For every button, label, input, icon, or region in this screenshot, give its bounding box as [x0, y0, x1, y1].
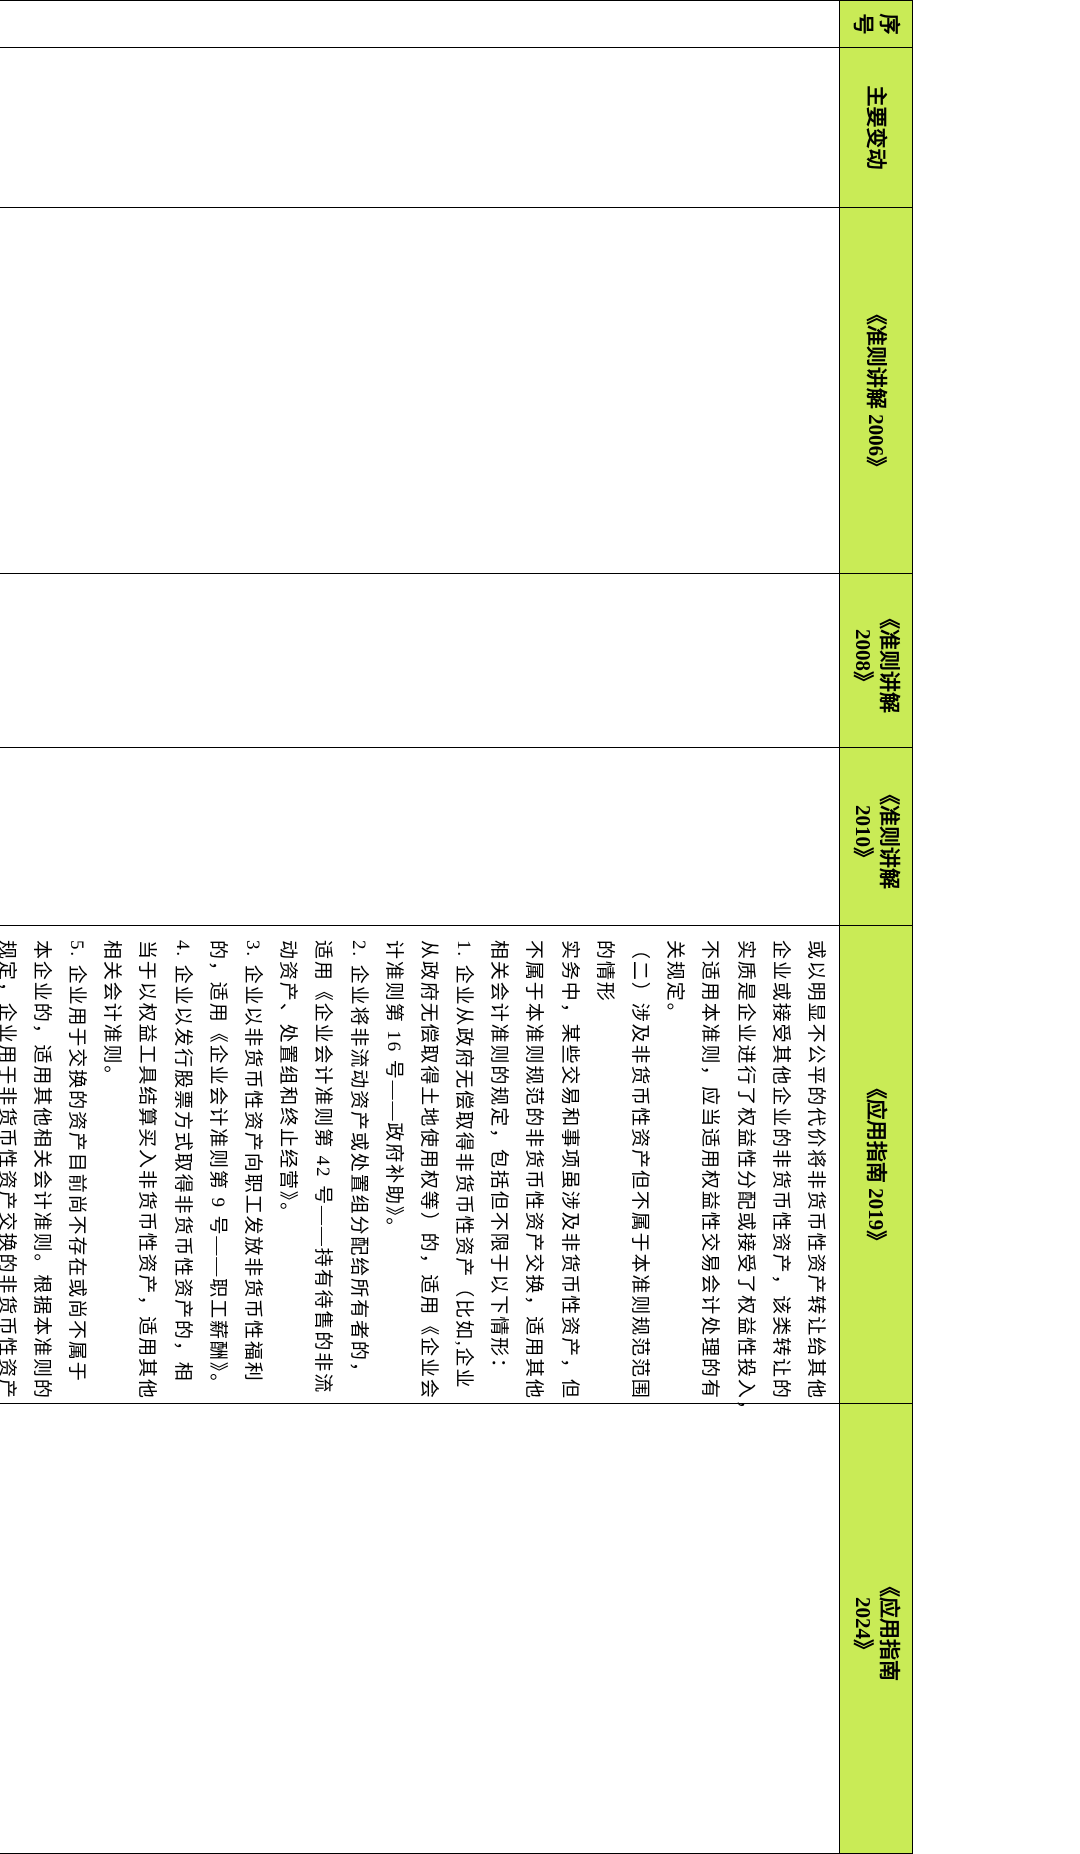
- header-seq: 序号: [839, 0, 913, 48]
- header-row: 序号 主要变动 《准则讲解 2006》 《准则讲解 2008》 《准则讲解 2010…: [839, 0, 913, 1854]
- header-2006: 《准则讲解 2006》: [839, 207, 913, 574]
- cell-2006: [0, 207, 840, 574]
- cell-2024: [0, 1403, 840, 1854]
- rotated-page: 序号 主要变动 《准则讲解 2006》 《准则讲解 2008》 《准则讲解 2010…: [0, 0, 913, 1854]
- text-line: 或以明显不公平的代价将非货币性资产转让给其他: [805, 940, 826, 1400]
- header-2019: 《应用指南 2019》: [839, 925, 913, 1404]
- text-line: 计准则第 16 号——政府补助》。: [382, 940, 404, 1239]
- header-2008: 《准则讲解 2008》: [839, 573, 913, 748]
- header-2024-line: 《应用指南: [877, 1576, 901, 1681]
- text-line: 本企业的，适用其他相关会计准则。根据本准则的: [30, 940, 52, 1400]
- cell-2008: [0, 573, 840, 748]
- header-seq-line: 号: [851, 13, 875, 35]
- text-line: 4. 企业以发行股票方式取得非货币性资产的，相: [171, 940, 193, 1383]
- cell-2019: 或以明显不公平的代价将非货币性资产转让给其他 企业或接受其他企业的非货币性资产，该…: [0, 925, 840, 1421]
- text-line: 1. 企业从政府无偿取得非货币性资产（比如,企业: [453, 940, 475, 1390]
- text-line: 关规定。: [664, 940, 686, 1024]
- table-row: 或以明显不公平的代价将非货币性资产转让给其他 企业或接受其他企业的非货币性资产，该…: [0, 0, 840, 1854]
- text-line: 相关会计准则。: [101, 940, 123, 1087]
- cell-seq: [0, 0, 840, 48]
- text-line: （二）涉及非货币性资产但不属于本准则规范范围: [629, 940, 651, 1400]
- text-line: 3. 企业以非货币性资产向职工发放非货币性福利: [242, 940, 263, 1383]
- text-line: 的，适用《企业会计准则第 9 号——职工薪酬》。: [206, 940, 228, 1395]
- text-line: 的情形: [593, 940, 615, 1003]
- text-line: 相关会计准则的规定，包括但不限于以下情形：: [488, 940, 510, 1379]
- header-2008-line: 《准则讲解: [877, 608, 901, 713]
- cell-main-changes: [0, 47, 840, 208]
- header-2010-line: 《准则讲解: [877, 784, 901, 889]
- text-line: 规定，企业用于非货币性资产交换的非货币性资产: [0, 940, 17, 1400]
- text-line: 不适用本准则，应当适用权益性交易会计处理的有: [699, 940, 721, 1400]
- text-line: 不属于本准则规范的非货币性资产交换，适用其他: [523, 940, 545, 1400]
- text-line: 5. 企业用于交换的资产目前尚不存在或尚不属于: [66, 940, 88, 1383]
- header-seq-line: 序: [877, 13, 901, 35]
- comparison-table: 序号 主要变动 《准则讲解 2006》 《准则讲解 2008》 《准则讲解 2010…: [0, 0, 913, 1854]
- text-line: 当于以权益工具结算买入非货币性资产，适用其他: [136, 940, 158, 1400]
- text-line: 从政府无偿取得土地使用权等）的，适用《企业会: [417, 940, 439, 1400]
- text-line: 2. 企业将非流动资产或处置组分配给所有者的，: [347, 940, 369, 1383]
- header-2008-line: 2008》: [851, 629, 875, 692]
- header-main-changes: 主要变动: [839, 47, 913, 208]
- header-2010-line: 2010》: [851, 805, 875, 868]
- header-2010: 《准则讲解 2010》: [839, 747, 913, 926]
- text-line: 动资产、处置组和终止经营》。: [277, 940, 299, 1224]
- text-line: 实质是企业进行了权益性分配或接受了权益性投入，: [734, 940, 756, 1421]
- text-line: 企业或接受其他企业的非货币性资产，该类转让的: [769, 940, 791, 1400]
- text-line: 适用《企业会计准则第 42 号——持有待售的非流: [312, 940, 334, 1395]
- header-2024: 《应用指南 2024》: [839, 1403, 913, 1854]
- cell-2010: [0, 747, 840, 926]
- header-2024-line: 2024》: [851, 1597, 875, 1660]
- text-line: 实务中，某些交易和事项虽涉及非货币性资产，但: [558, 940, 580, 1400]
